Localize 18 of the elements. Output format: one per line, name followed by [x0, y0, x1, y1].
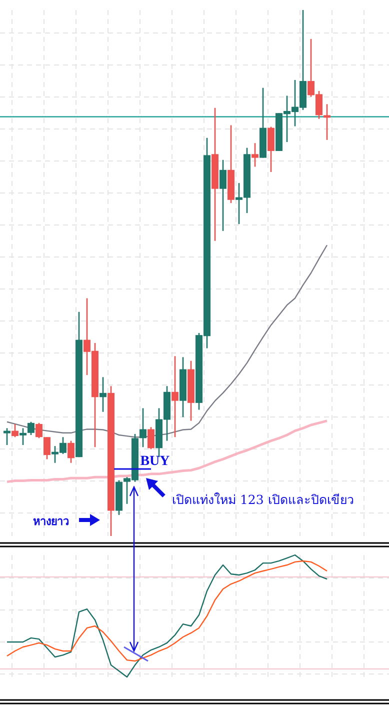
annotation: เปิดแท่งใหม่ 123 เปิดและปิดเขียว [172, 492, 354, 507]
candlestick [68, 440, 74, 464]
candlestick [20, 428, 26, 446]
candlestick [252, 142, 258, 168]
annotation: หางยาว [33, 515, 69, 528]
candlestick [12, 423, 18, 438]
candlestick [36, 422, 42, 439]
candlestick [100, 376, 106, 413]
candlestick [44, 436, 50, 460]
candlestick [220, 159, 226, 232]
candlestick [28, 421, 34, 436]
candlestick [268, 126, 274, 173]
candlestick [148, 426, 154, 450]
candlestick [172, 355, 178, 438]
candlestick [4, 428, 10, 446]
candlestick [140, 408, 146, 448]
candlestick [324, 104, 330, 141]
annotation: BUY [140, 454, 170, 469]
